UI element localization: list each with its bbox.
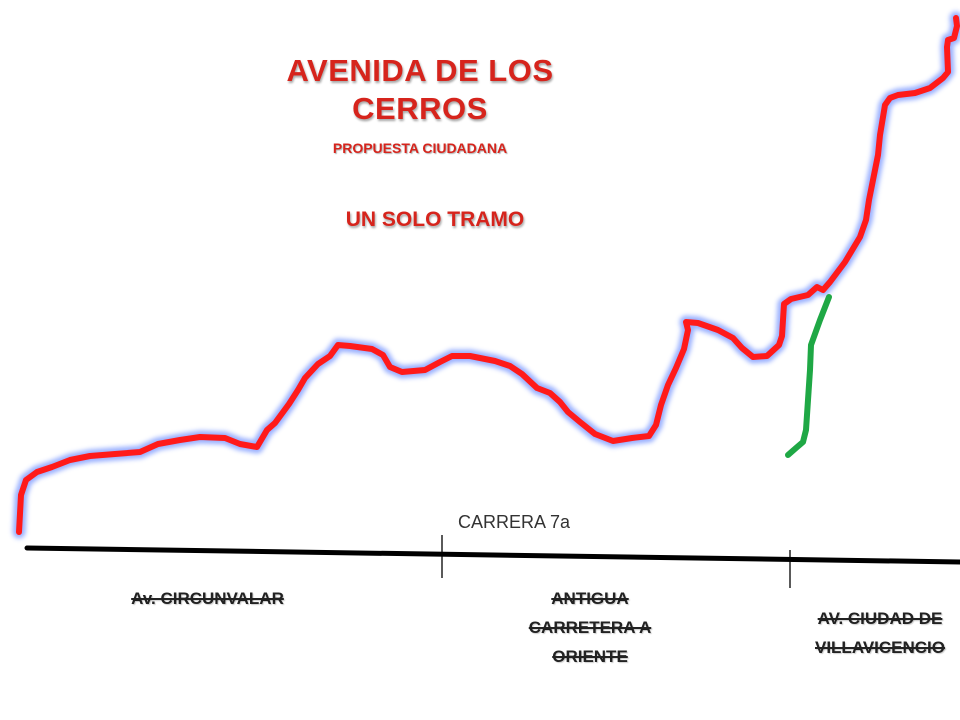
carrera-7a-label: CARRERA 7a: [458, 512, 571, 532]
road-label-villavicencio: AV. CIUDAD DE VILLAVICENCIO: [814, 609, 946, 657]
road-label-antigua-carretera: ANTIGUA CARRETERA A ORIENTE: [528, 589, 652, 666]
proposed-route: [16, 15, 960, 535]
diagram-subtitle: PROPUESTA CIUDADANA: [332, 140, 508, 156]
green-branch-route: [785, 294, 832, 458]
diagram-title: AVENIDA DE LOS CERROS: [286, 53, 554, 126]
single-section-label: UN SOLO TRAMO: [345, 208, 525, 231]
road-label-circunvalar: Av. CIRCUNVALAR: [131, 589, 284, 608]
baseline-road: [24, 545, 960, 565]
